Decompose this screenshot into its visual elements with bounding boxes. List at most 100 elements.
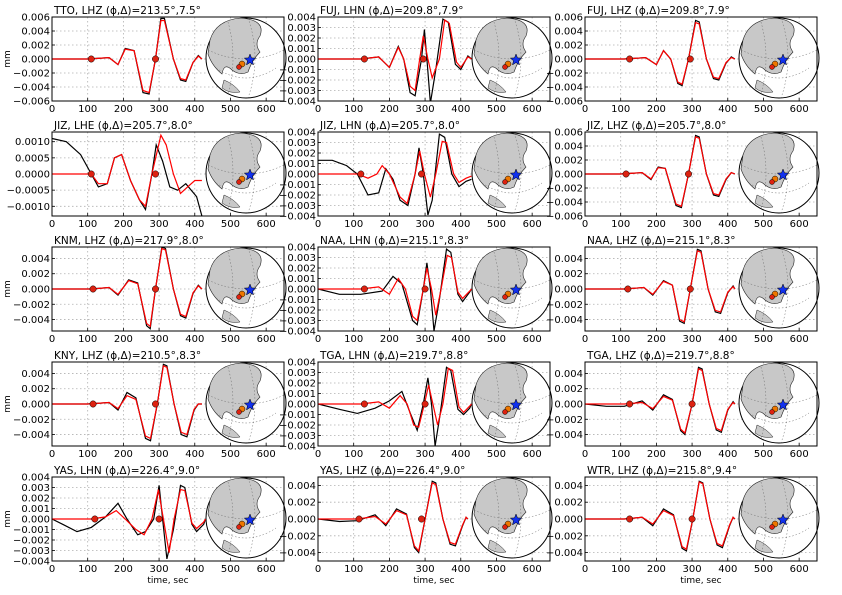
x-tick-label: 300 <box>416 219 435 230</box>
globe-land <box>487 194 507 208</box>
x-axis-label: time, sec <box>413 576 454 586</box>
y-tick-label: −0.002 <box>13 415 50 426</box>
panel-frame <box>317 476 551 562</box>
y-tick-label: 0.002 <box>287 498 316 509</box>
x-axis-label: time, sec <box>147 576 188 586</box>
y-tick-label: 0.001 <box>287 389 316 400</box>
station-marker <box>236 524 242 530</box>
waveform-panel: 0 100 200 300 400 500 600 0.006 0.004 0.002 0.000 −… <box>546 120 820 230</box>
y-tick-label: −0.0005 <box>7 186 50 197</box>
waveform-panel: 0 100 200 300 400 500 600 0.0040.0030.0020.0010… <box>279 350 553 460</box>
window-marker <box>87 170 95 178</box>
x-tick-label: 600 <box>790 449 809 460</box>
y-tick-label: 0.002 <box>554 41 583 52</box>
waveform-panel: 0 100 200 300 400 500 600 0.006 0.004 0.002 0.000 −… <box>546 5 820 115</box>
y-tick-label: 0.002 <box>554 269 583 280</box>
epicenter-star-icon <box>509 53 523 66</box>
x-tick-label: 0 <box>315 334 321 345</box>
epicenter-star-icon <box>243 513 257 526</box>
window-marker <box>622 170 630 178</box>
globe-inset <box>738 362 820 444</box>
station-marker <box>502 294 508 300</box>
y-tick-label: 0.001 <box>21 504 50 515</box>
x-tick-label: 300 <box>150 449 169 460</box>
globe-inset <box>205 362 287 444</box>
station-marker <box>236 409 242 415</box>
waveform-panel: 0 100 200 300 400 500 600 0.004 0.002 0.000 −0.002… <box>279 465 553 586</box>
x-tick-label: 0 <box>582 449 588 460</box>
epicenter-star-icon <box>509 398 523 411</box>
x-tick-label: 100 <box>78 564 97 575</box>
x-tick-label: 100 <box>611 449 630 460</box>
x-tick-label: 100 <box>344 564 363 575</box>
y-tick-label: 0.000 <box>554 55 583 66</box>
window-marker <box>152 55 159 63</box>
globe-inset <box>471 247 553 329</box>
y-tick-label: 0.002 <box>287 379 316 390</box>
x-tick-label: 300 <box>416 564 435 575</box>
y-tick-label: 0.0010 <box>15 137 50 148</box>
station-marker <box>502 64 508 70</box>
x-tick-label: 600 <box>790 219 809 230</box>
station-marker <box>502 524 508 530</box>
y-tick-label: −0.004 <box>13 557 50 568</box>
y-tick-label: 0.002 <box>287 264 316 275</box>
x-tick-label: 500 <box>221 219 240 230</box>
y-tick-label: 0.002 <box>21 41 50 52</box>
y-tick-label: 0.003 <box>287 138 316 149</box>
y-axis-label: mm <box>3 510 13 528</box>
waveform-trace <box>585 21 736 86</box>
x-tick-label: 600 <box>257 104 276 115</box>
panel-frame <box>51 361 285 447</box>
x-tick-label: 600 <box>790 104 809 115</box>
x-tick-label: 300 <box>683 564 702 575</box>
y-tick-label: −0.003 <box>279 86 316 97</box>
y-tick-label: 0.004 <box>554 254 583 265</box>
globe-land <box>754 194 774 208</box>
x-tick-label: 400 <box>718 104 737 115</box>
y-tick-label: 0.001 <box>287 44 316 55</box>
waveform-trace <box>52 247 203 328</box>
y-tick-label: −0.004 <box>546 198 583 209</box>
x-tick-label: 0 <box>582 104 588 115</box>
waveform-trace <box>318 482 469 553</box>
y-tick-label: 0.000 <box>554 515 583 526</box>
window-marker <box>360 55 368 63</box>
y-tick-label: 0.0005 <box>15 153 50 164</box>
panel-frame <box>317 246 551 332</box>
station-marker <box>236 179 242 185</box>
globe-inset <box>738 132 820 214</box>
x-tick-label: 400 <box>185 219 204 230</box>
x-tick-label: 400 <box>451 104 470 115</box>
y-tick-label: −0.002 <box>279 191 316 202</box>
y-axis-label: mm <box>3 50 13 68</box>
y-tick-label: 0.000 <box>287 400 316 411</box>
x-tick-label: 300 <box>683 219 702 230</box>
y-tick-label: 0.003 <box>287 23 316 34</box>
globe-inset <box>738 17 820 99</box>
x-tick-label: 0 <box>49 104 55 115</box>
x-tick-label: 100 <box>611 564 630 575</box>
x-tick-label: 200 <box>114 334 133 345</box>
window-marker <box>360 285 368 293</box>
y-tick-label: 0.002 <box>554 498 583 509</box>
x-tick-label: 500 <box>754 564 773 575</box>
window-marker <box>685 170 692 178</box>
waveform-panel: 0 100 200 300 400 500 600 0.0040.0030.0020.0010… <box>279 120 553 230</box>
window-marker <box>626 400 634 408</box>
x-tick-label: 100 <box>344 219 363 230</box>
panel-title: FUJ, LHZ (ϕ,Δ)=209.8°,7.9° <box>587 5 730 17</box>
x-tick-label: 0 <box>315 219 321 230</box>
panel-frame <box>51 131 285 217</box>
globe-inset <box>205 477 287 559</box>
globe-land <box>221 539 241 553</box>
x-tick-label: 200 <box>114 449 133 460</box>
y-tick-label: −0.002 <box>546 184 583 195</box>
window-marker <box>91 515 99 523</box>
x-tick-label: 0 <box>49 449 55 460</box>
y-tick-label: −0.001 <box>279 180 316 191</box>
y-tick-label: 0.002 <box>554 156 583 167</box>
window-marker <box>152 170 159 178</box>
waveform-trace <box>318 254 472 322</box>
